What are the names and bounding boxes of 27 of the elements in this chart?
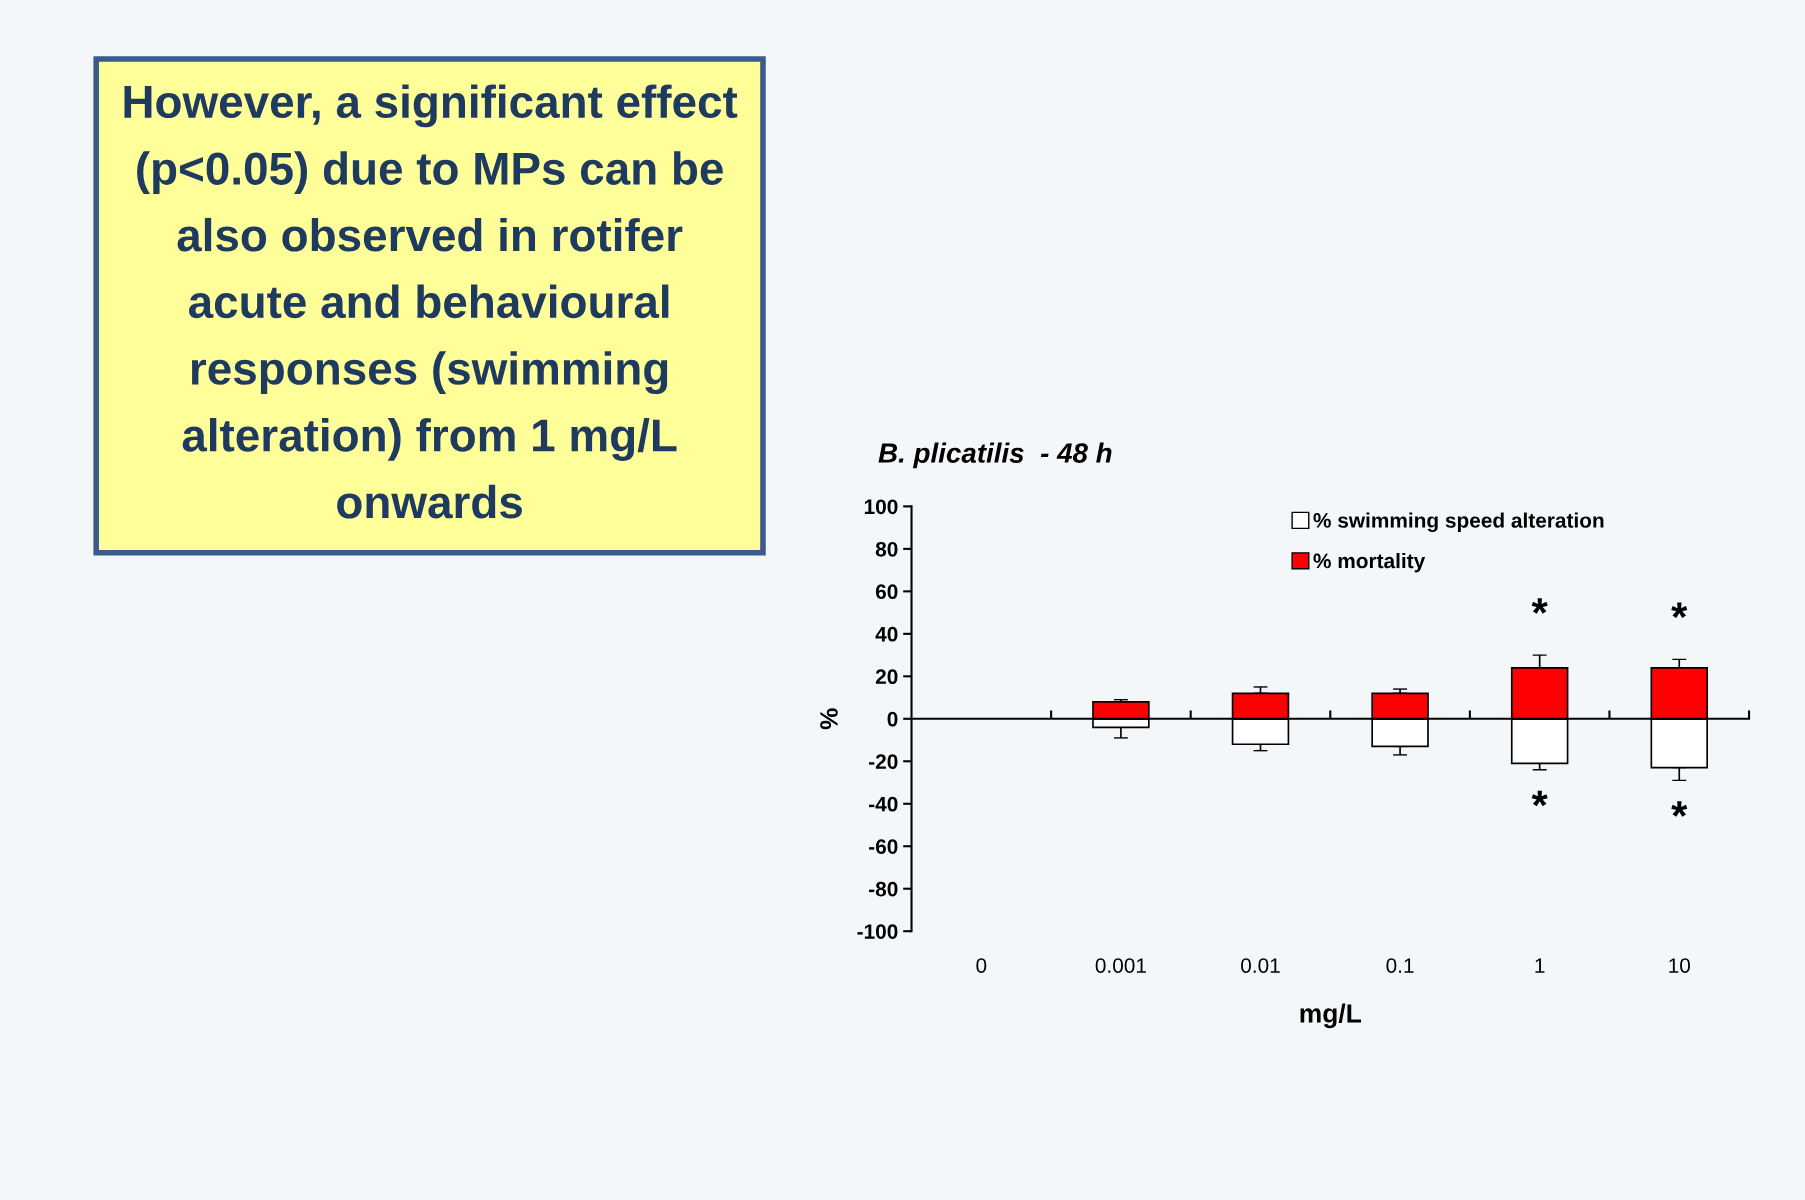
y-tick-label: -100 xyxy=(857,924,898,939)
annotation: * xyxy=(1531,598,1548,614)
text: However, a significant effect (p<0.05) due to MPs can be also observed in rotifer acute and behavioural responses (swimming alteration) from 1 mg/L onwards xyxy=(124,84,738,519)
x-tick-label: 0.01 xyxy=(1241,958,1280,973)
y-tick-label: 100 xyxy=(864,499,898,515)
y-tick-label: -20 xyxy=(869,754,898,770)
x-tick-label: 1 xyxy=(1535,958,1545,973)
y-tick-label: -80 xyxy=(869,881,898,897)
y-tick-label: -60 xyxy=(869,839,898,854)
chart-title: B. plicatilis - 48 h xyxy=(878,442,1112,469)
x-axis-title: mg/L xyxy=(1300,1003,1361,1029)
annotation: * xyxy=(1671,801,1688,817)
annotation: * xyxy=(1671,602,1688,619)
y-tick-label: 20 xyxy=(875,669,898,685)
annotation: * xyxy=(1531,790,1548,807)
y-tick-label: 80 xyxy=(875,541,898,557)
legend-label: % swimming speed alteration xyxy=(1313,512,1604,533)
y-tick-label: 0 xyxy=(887,711,898,727)
x-tick-label: 10 xyxy=(1669,958,1691,973)
legend-label: % mortality xyxy=(1313,552,1426,573)
x-tick-label: 0.001 xyxy=(1095,958,1146,973)
x-tick-label: 0 xyxy=(976,958,987,973)
y-tick-label: -40 xyxy=(869,796,898,812)
y-tick-label: 60 xyxy=(875,584,898,600)
y-tick-label: 40 xyxy=(875,626,898,642)
y-axis-title: % xyxy=(820,708,838,730)
x-tick-label: 0.1 xyxy=(1386,958,1414,973)
